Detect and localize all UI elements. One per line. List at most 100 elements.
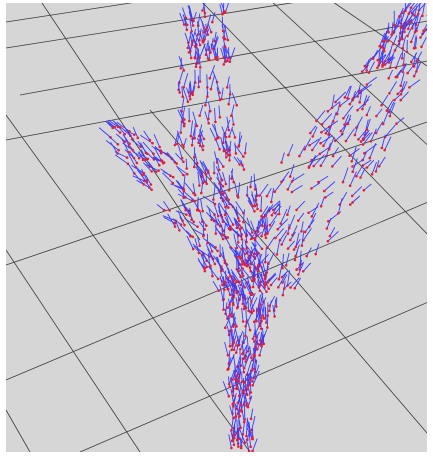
vector-head xyxy=(162,161,166,164)
vector-head xyxy=(400,89,403,93)
vector-shaft xyxy=(250,228,258,240)
vector-head xyxy=(136,136,140,140)
vector-shaft xyxy=(351,146,357,162)
vector-shaft xyxy=(381,94,389,106)
vector-head xyxy=(399,93,403,96)
vector-head xyxy=(228,93,232,96)
vector-shaft xyxy=(414,36,418,48)
vector-shaft xyxy=(208,252,216,265)
vector-head xyxy=(409,6,413,9)
vector-head xyxy=(399,26,403,30)
vector-head xyxy=(193,136,196,140)
vector-shaft xyxy=(151,145,161,152)
vector-head xyxy=(243,286,247,289)
vector-shaft xyxy=(386,99,394,111)
vector-head xyxy=(381,63,384,67)
vector-head xyxy=(224,205,227,209)
vector-head xyxy=(237,445,240,448)
vector-shaft xyxy=(183,203,191,216)
vector-shaft xyxy=(239,229,243,240)
vector-shaft xyxy=(382,30,388,42)
vector-head xyxy=(218,225,222,228)
vector-shaft xyxy=(114,154,129,165)
vector-head xyxy=(173,221,177,225)
vector-shaft xyxy=(309,138,320,146)
vector-head xyxy=(235,246,239,250)
vector-head xyxy=(351,170,355,173)
vector-shaft xyxy=(309,125,317,134)
vector-shaft xyxy=(231,282,234,298)
vector-head xyxy=(146,157,150,161)
vector-head xyxy=(363,151,366,155)
vector-shaft xyxy=(393,17,399,32)
vector-head xyxy=(198,56,201,60)
vector-shaft xyxy=(221,87,224,100)
vector-head xyxy=(207,122,210,125)
vector-head xyxy=(276,227,280,231)
vector-head xyxy=(191,247,195,251)
vector-shaft xyxy=(225,211,234,225)
vector-shaft xyxy=(387,31,396,42)
vector-shaft xyxy=(182,88,189,102)
vector-head xyxy=(209,51,212,54)
vector-shaft xyxy=(254,231,263,239)
vector-head xyxy=(232,296,235,299)
vector-head xyxy=(263,233,267,237)
vector-head xyxy=(268,223,272,227)
vector-head xyxy=(237,217,240,220)
vector-shaft xyxy=(258,294,261,309)
vector-head xyxy=(374,131,378,135)
vector-shaft xyxy=(308,155,317,167)
vector-shaft xyxy=(234,403,237,418)
vector-head xyxy=(209,177,213,180)
vector-head xyxy=(222,36,225,39)
vector-head xyxy=(228,385,231,389)
vector-head xyxy=(141,158,145,162)
vector-head xyxy=(331,154,335,158)
vector-shaft xyxy=(233,217,238,229)
vector-shaft xyxy=(363,132,371,141)
vector-shaft xyxy=(234,182,238,196)
vector-shaft xyxy=(163,216,176,224)
vector-head xyxy=(286,232,290,235)
vector-shaft xyxy=(143,130,151,141)
vector-head xyxy=(320,122,324,126)
vector-head xyxy=(198,114,201,117)
vector-shaft xyxy=(260,329,268,345)
vector-shaft xyxy=(216,177,224,187)
vector-head xyxy=(223,37,227,41)
vector-head xyxy=(189,56,193,60)
vector-shaft xyxy=(197,171,200,186)
vector-shaft xyxy=(364,119,369,136)
vector-head xyxy=(254,345,258,349)
vector-head xyxy=(266,246,269,249)
vector-head xyxy=(363,64,367,68)
vector-shaft xyxy=(245,279,254,295)
vector-head xyxy=(383,63,387,66)
vector-shaft xyxy=(252,262,255,278)
vector-head xyxy=(413,30,417,34)
vector-shaft xyxy=(108,119,119,128)
vector-head xyxy=(251,384,254,387)
vector-head xyxy=(230,315,234,318)
vector-head xyxy=(241,320,245,323)
vector-shaft xyxy=(260,292,264,305)
vector-head xyxy=(223,259,226,262)
vector-head xyxy=(253,188,257,191)
vector-head xyxy=(249,185,252,189)
vector-head xyxy=(369,140,373,143)
vector-shaft xyxy=(219,275,223,285)
vector-head xyxy=(157,169,160,172)
vector-shaft xyxy=(235,206,239,219)
vector-head xyxy=(328,234,332,238)
vector-shaft xyxy=(228,434,232,449)
vector-head xyxy=(238,414,242,418)
vector-shaft xyxy=(229,47,236,62)
grid-line xyxy=(5,114,251,453)
vector-shaft xyxy=(225,140,230,152)
vector-head xyxy=(290,190,294,194)
vector-head xyxy=(227,188,231,192)
vector-head xyxy=(262,342,266,346)
vector-head xyxy=(375,114,378,118)
vector-head xyxy=(273,190,277,193)
